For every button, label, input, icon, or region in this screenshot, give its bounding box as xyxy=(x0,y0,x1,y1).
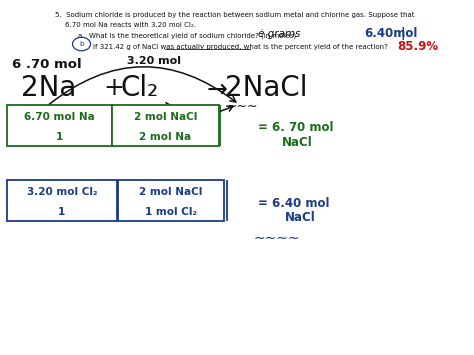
FancyBboxPatch shape xyxy=(7,180,117,221)
Text: 1 mol Cl₂: 1 mol Cl₂ xyxy=(145,207,197,217)
Text: NaCl: NaCl xyxy=(284,212,315,224)
Text: ė grams: ė grams xyxy=(258,29,301,39)
Text: 2 mol NaCl: 2 mol NaCl xyxy=(139,187,203,197)
Text: 2Na: 2Na xyxy=(21,74,77,102)
Text: 2 mol Na: 2 mol Na xyxy=(139,132,191,142)
Text: 2 mol NaCl: 2 mol NaCl xyxy=(134,112,197,122)
Text: 5.  Sodium chloride is produced by the reaction between sodium metal and chlorin: 5. Sodium chloride is produced by the re… xyxy=(55,12,414,18)
Text: 1: 1 xyxy=(56,132,63,142)
Text: b: b xyxy=(79,41,84,47)
Text: = 6. 70 mol: = 6. 70 mol xyxy=(258,121,334,134)
Text: ∼∼∼: ∼∼∼ xyxy=(227,100,258,113)
Text: Cl₂: Cl₂ xyxy=(121,74,159,102)
FancyBboxPatch shape xyxy=(7,105,112,146)
Text: 85.9%: 85.9% xyxy=(397,40,438,53)
Text: →: → xyxy=(206,77,227,102)
Text: 2NaCl: 2NaCl xyxy=(225,74,308,102)
Text: 1: 1 xyxy=(58,207,65,217)
FancyBboxPatch shape xyxy=(118,180,224,221)
Text: +: + xyxy=(103,76,124,100)
Text: NaCl: NaCl xyxy=(282,136,313,149)
Text: 6.70 mol Na reacts with 3.20 mol Cl₂.: 6.70 mol Na reacts with 3.20 mol Cl₂. xyxy=(65,22,196,28)
Text: = 6.40 mol: = 6.40 mol xyxy=(258,197,330,209)
Text: 3.20 mol Cl₂: 3.20 mol Cl₂ xyxy=(27,187,97,197)
Text: If 321.42 g of NaCl was actually produced, what is the percent yield of the reac: If 321.42 g of NaCl was actually produce… xyxy=(93,44,388,50)
Text: 3.20 mol: 3.20 mol xyxy=(127,56,181,66)
Text: |: | xyxy=(401,27,405,40)
Text: ∼∼∼∼: ∼∼∼∼ xyxy=(254,231,300,245)
Text: 6 .70 mol: 6 .70 mol xyxy=(12,58,82,71)
Text: 6.40mol: 6.40mol xyxy=(364,27,418,40)
Text: a.  What is the theoretical yield of sodium chloride? (in moles): a. What is the theoretical yield of sodi… xyxy=(78,33,296,39)
Text: 6.70 mol Na: 6.70 mol Na xyxy=(24,112,95,122)
FancyBboxPatch shape xyxy=(112,105,219,146)
